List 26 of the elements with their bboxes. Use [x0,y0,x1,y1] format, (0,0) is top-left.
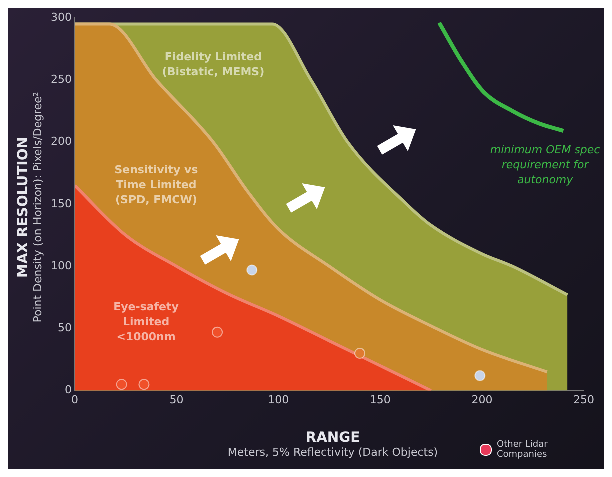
annotation: minimum OEM spec requirement for autonomy [490,144,600,187]
annotation: Eye-safety Limited <1000nm [114,300,179,344]
x-tick-label: 150 [370,393,391,406]
line-series [437,20,566,134]
x-tick-label: 200 [472,393,493,406]
annotation: Fidelity Limited (Bistatic, MEMS) [162,50,265,79]
y-tick-label: 200 [50,135,72,148]
point [354,348,366,360]
point [212,326,224,338]
y-tick-label: 100 [50,259,72,272]
point [246,264,258,276]
x-axis-title: RANGE Meters, 5% Reflectivity (Dark Objects) [228,430,438,459]
y-axis-title: MAX RESOLUTION Point Density (on Horizon): Pixels/Degree² [16,91,44,325]
y-tick-label: 300 [50,10,72,24]
y-tick-label: 150 [50,197,72,210]
annotation: Sensitivity vs Time Limited (SPD, FMCW) [114,164,199,207]
point [474,370,486,382]
y-tick-label: 250 [50,72,72,86]
point [138,379,150,390]
x-tick-label: 100 [268,393,290,406]
text: Other Lidar Companies [497,440,549,460]
x-tick-label: 50 [170,393,184,406]
point [116,379,128,390]
x-tick-label: 250 [574,393,594,406]
y-tick-label: 0 [64,384,72,397]
y-tick-label: 50 [58,322,72,335]
